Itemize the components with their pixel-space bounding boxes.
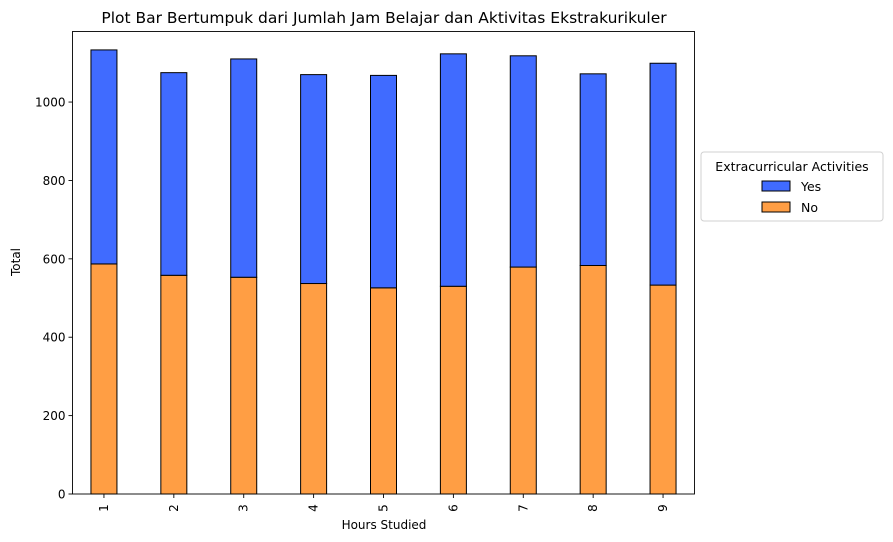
y-tick-label: 600: [43, 252, 66, 266]
x-tick-label: 7: [516, 504, 530, 512]
bar-yes-7: [509, 55, 537, 268]
x-tick-label: 3: [237, 504, 251, 512]
legend-label-no: No: [801, 200, 818, 215]
bar-no-2: [160, 274, 188, 495]
x-tick-label: 9: [656, 504, 670, 512]
bar-no-1: [90, 263, 118, 495]
x-tick-label: 5: [377, 504, 391, 512]
bar-yes-1: [90, 49, 118, 265]
legend-title: Extracurricular Activities: [715, 159, 868, 174]
bars-group: [90, 49, 677, 495]
bar-no-4: [300, 283, 328, 495]
y-tick-label: 1000: [35, 96, 66, 110]
legend-items: Yes No: [761, 179, 821, 215]
bar-yes-9: [649, 62, 677, 286]
bar-no-3: [230, 276, 258, 495]
legend: Extracurricular Activities Yes No: [700, 151, 884, 222]
bar-no-7: [509, 266, 537, 495]
x-axis: 1 2 3 4 5 6 7 8 9: [97, 494, 670, 512]
chart-title: Plot Bar Bertumpuk dari Jumlah Jam Belaj…: [101, 9, 667, 27]
x-axis-label: Hours Studied: [342, 518, 427, 532]
y-tick-label: 200: [43, 409, 66, 423]
legend-swatch-no: [761, 201, 791, 213]
legend-swatch-yes: [761, 180, 791, 192]
bar-no-9: [649, 284, 677, 495]
y-axis-label: Total: [9, 248, 23, 277]
plot-area: 0 200 400 600 800 1000 1 2 3 4 5 6 7 8 9: [35, 31, 695, 512]
x-tick-label: 1: [97, 504, 111, 512]
bar-yes-4: [300, 74, 328, 285]
bar-no-5: [370, 287, 397, 495]
bar-yes-5: [370, 74, 397, 289]
x-tick-label: 4: [307, 504, 321, 512]
y-tick-label: 0: [58, 488, 66, 502]
x-tick-label: 2: [167, 504, 181, 512]
legend-label-yes: Yes: [800, 179, 821, 194]
x-tick-label: 6: [446, 504, 460, 512]
y-tick-label: 800: [43, 174, 66, 188]
bar-no-8: [579, 264, 607, 495]
y-tick-label: 400: [43, 331, 66, 345]
y-axis: 0 200 400 600 800 1000: [35, 96, 73, 502]
bar-yes-2: [160, 72, 188, 276]
bar-no-6: [439, 285, 467, 495]
bar-yes-8: [579, 73, 607, 266]
bar-yes-3: [230, 58, 258, 278]
legend-box: [700, 151, 884, 222]
bar-yes-6: [439, 53, 467, 287]
x-tick-label: 8: [586, 504, 600, 512]
